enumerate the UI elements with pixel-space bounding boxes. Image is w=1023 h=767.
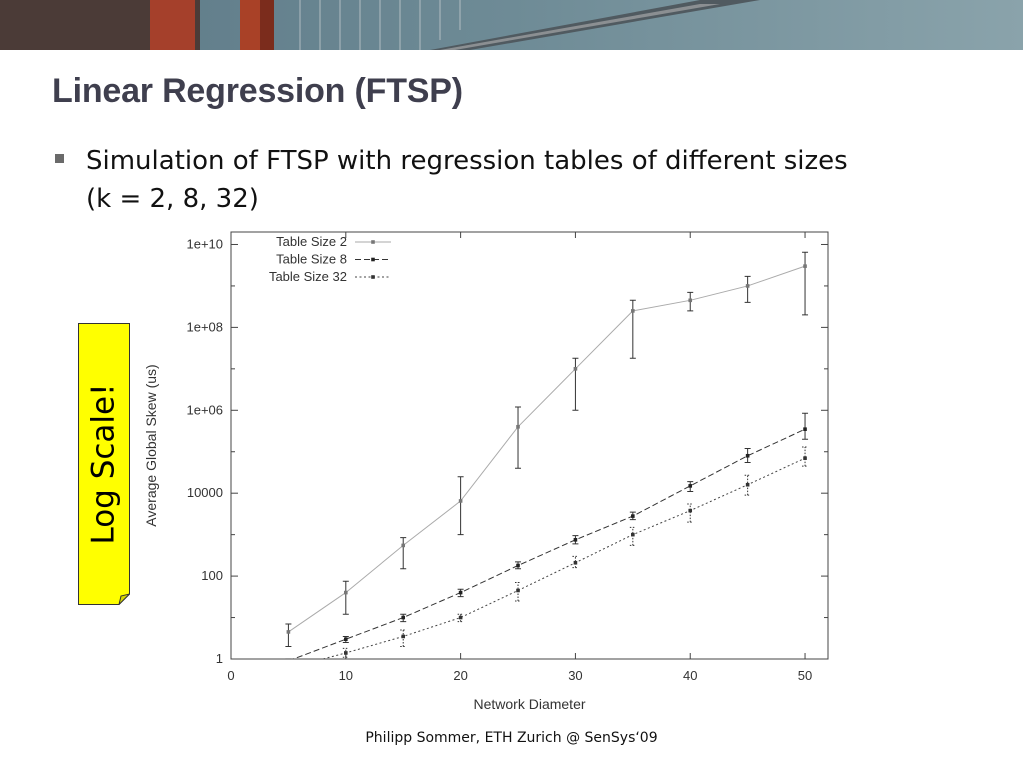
error-bar — [802, 251, 809, 316]
error-bar — [687, 503, 694, 523]
data-point — [573, 367, 578, 371]
sticky-note-shape — [78, 323, 132, 607]
bullet-icon — [55, 154, 64, 163]
legend-marker — [371, 257, 375, 262]
y-tick-label: 1e+06 — [186, 402, 223, 417]
header-banner-image — [0, 0, 1023, 50]
data-point — [401, 615, 406, 620]
x-tick-label: 40 — [683, 668, 697, 683]
series-line — [288, 265, 806, 633]
x-tick-label: 0 — [227, 668, 234, 683]
y-tick-label: 1e+08 — [186, 319, 223, 334]
data-point — [631, 532, 635, 537]
error-bar — [400, 537, 407, 570]
data-point — [344, 637, 348, 642]
series-1 — [285, 251, 809, 648]
data-point — [287, 659, 291, 663]
data-point — [803, 264, 807, 268]
data-point — [688, 298, 693, 303]
x-tick-label: 10 — [339, 668, 353, 683]
error-bar — [342, 580, 349, 615]
skew-chart: 0 10 20 30 40 50 1 100 10000 1e+06 1e+08 1e+10 Netwo… — [140, 226, 840, 721]
legend-marker — [371, 275, 375, 279]
error-bar — [572, 555, 579, 569]
data-point — [516, 563, 520, 568]
plot-frame — [230, 231, 829, 660]
x-tick-label: 50 — [798, 668, 812, 683]
error-bar — [457, 476, 464, 536]
error-bar — [285, 623, 292, 648]
data-point — [344, 590, 348, 595]
error-bar — [285, 658, 292, 659]
data-point — [458, 499, 463, 503]
y-tick-label: 100 — [201, 568, 223, 583]
y-tick-label: 10000 — [187, 485, 223, 500]
data-point — [458, 590, 463, 595]
data-point — [688, 484, 693, 488]
x-tick-label: 20 — [453, 668, 467, 683]
error-bar — [802, 412, 809, 440]
footer-text: Philipp Sommer, ETH Zurich @ SenSys‘09 — [365, 730, 658, 746]
log-scale-callout: Log Scale! — [78, 323, 132, 607]
callout-text: Log Scale! — [86, 383, 122, 545]
data-point — [688, 508, 693, 513]
data-point — [287, 666, 291, 670]
data-point — [803, 456, 807, 460]
data-point — [803, 427, 807, 431]
data-point — [631, 514, 635, 518]
data-point — [745, 453, 750, 458]
error-bar — [515, 406, 522, 469]
data-point — [573, 538, 578, 542]
error-bar — [629, 299, 636, 359]
bullet-line-2: (k = 2, 8, 32) — [86, 184, 259, 214]
data-point — [631, 309, 635, 313]
error-bar — [400, 629, 407, 648]
legend-label: Table Size 8 — [276, 252, 347, 267]
data-point — [516, 424, 520, 429]
data-point — [286, 630, 291, 634]
series-line — [292, 428, 806, 659]
data-point — [458, 615, 463, 620]
x-tick-label: 30 — [568, 668, 582, 683]
data-point — [745, 482, 750, 487]
bullet-line-1: Simulation of FTSP with regression table… — [86, 146, 848, 176]
data-point — [344, 651, 348, 655]
series-line — [321, 457, 806, 659]
error-bar — [744, 275, 751, 303]
error-bar — [285, 665, 291, 671]
series-3 — [285, 446, 809, 671]
slide-title: Linear Regression (FTSP) — [52, 72, 463, 110]
data-point — [516, 588, 520, 593]
chart-svg: 0 10 20 30 40 50 1 100 10000 1e+06 1e+08 1e+10 Netwo… — [143, 231, 829, 712]
bullet-item: Simulation of FTSP with regression table… — [86, 142, 848, 218]
data-point — [401, 634, 406, 639]
error-bar — [572, 357, 579, 411]
legend-label: Table Size 32 — [269, 269, 347, 284]
series-2 — [285, 412, 809, 663]
y-tick-label: 1e+10 — [186, 236, 223, 251]
legend-marker — [371, 240, 375, 244]
legend-label: Table Size 2 — [276, 234, 347, 249]
footer-credit: Philipp Sommer, ETH Zurich @ SenSys‘09 — [0, 730, 1023, 746]
data-point — [745, 284, 750, 288]
data-point — [401, 543, 406, 548]
x-axis-label: Network Diameter — [473, 696, 585, 712]
y-axis-label: Average Global Skew (us) — [143, 364, 159, 526]
y-tick-label: 1 — [216, 651, 223, 666]
data-point — [573, 560, 578, 565]
